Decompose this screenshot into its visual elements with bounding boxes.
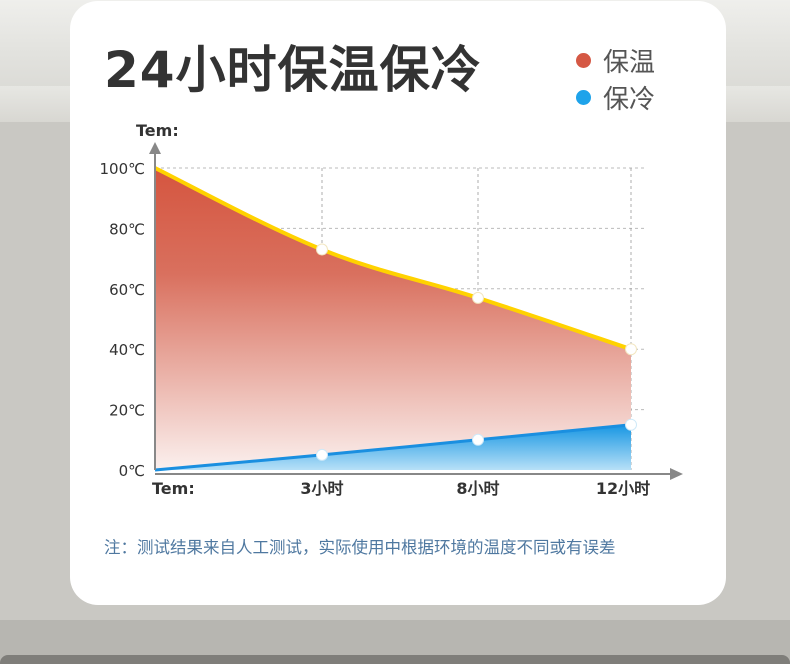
series-areas — [155, 168, 631, 470]
legend-item-warm: 保温 — [576, 42, 655, 79]
y-tick-label: 20℃ — [109, 402, 145, 420]
y-tick-label: 100℃ — [100, 160, 145, 178]
footnote: 注：测试结果来自人工测试，实际使用中根据环境的温度不同或有误差 — [104, 538, 616, 557]
y-tick-label: 60℃ — [109, 281, 145, 299]
data-points — [316, 243, 637, 461]
warm-data-point — [316, 243, 328, 256]
series-lines — [154, 166, 632, 472]
chart-title: 24小时保温保冷 — [104, 41, 482, 99]
y-tick-label: 40℃ — [109, 341, 145, 359]
warm-series-area — [155, 168, 631, 470]
x-axis-label: Tem: — [152, 479, 195, 498]
y-tick-label: 0℃ — [119, 462, 145, 480]
warm-data-point — [472, 291, 484, 304]
cold-data-point — [625, 418, 637, 431]
x-tick-label: 3小时 — [300, 479, 343, 498]
cold-series-line — [154, 423, 632, 472]
legend-item-cold: 保冷 — [576, 79, 655, 116]
tick-labels: 100℃ 80℃ 60℃ 40℃ 20℃ 0℃ Tem: Tem: 3小时 8小时 12小时 — [100, 121, 651, 498]
background-bottom-edge — [0, 655, 790, 664]
legend-dot-warm — [576, 53, 591, 68]
x-tick-label: 12小时 — [596, 479, 650, 498]
x-tick-label: 8小时 — [456, 479, 499, 498]
x-axis-arrow — [670, 468, 683, 480]
cold-series-area — [155, 424, 631, 470]
y-tick-label: 80℃ — [109, 220, 145, 238]
warm-data-point — [625, 343, 637, 356]
axes — [149, 142, 683, 480]
y-axis-arrow — [149, 142, 161, 154]
y-axis-label: Tem: — [136, 121, 179, 140]
legend-label-cold: 保冷 — [603, 85, 656, 115]
cold-data-point — [316, 448, 328, 461]
warm-series-line — [154, 166, 632, 352]
cold-data-point — [472, 433, 484, 446]
legend-label-warm: 保温 — [603, 48, 656, 78]
legend-dot-cold — [576, 90, 591, 105]
